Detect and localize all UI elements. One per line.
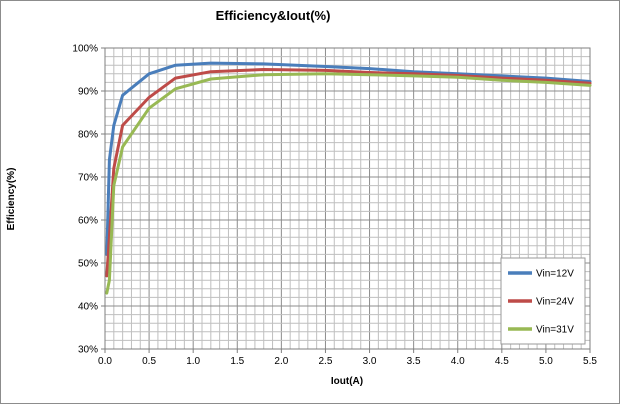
x-axis-label: Iout(A) (331, 376, 363, 387)
x-tick-label: 3.0 (363, 356, 377, 367)
x-tick-label: 0.5 (142, 356, 156, 367)
series-line-vin-24v (105, 68, 592, 278)
series-lines (105, 61, 592, 295)
y-tick-label: 70% (78, 173, 98, 184)
legend: Vin=12V Vin=24V Vin=31V (500, 257, 586, 345)
y-tick-label: 40% (78, 302, 98, 313)
x-tick-label: 5.0 (539, 356, 553, 367)
y-axis-label: Efficiency(%) (6, 168, 17, 231)
y-axis-ticks: 30% 40% 50% 60% 70% 80% 90% 100% (72, 44, 105, 356)
y-tick-label: 80% (78, 130, 98, 141)
grid (105, 48, 590, 349)
x-tick-label: 3.5 (407, 356, 421, 367)
x-tick-label: 1.0 (186, 356, 200, 367)
x-tick-label: 5.5 (583, 356, 597, 367)
series-line-vin-31v (105, 72, 592, 295)
x-tick-label: 4.5 (495, 356, 509, 367)
legend-label: Vin=24V (536, 297, 574, 308)
y-tick-label: 100% (72, 44, 98, 55)
x-tick-label: 1.5 (230, 356, 244, 367)
x-axis-ticks: 0.0 0.5 1.0 1.5 2.0 2.5 3.0 3.5 4.0 4.5 5.0 5.5 (98, 349, 597, 367)
y-tick-label: 30% (78, 345, 98, 356)
x-tick-label: 4.0 (451, 356, 465, 367)
chart-title: Efficiency&Iout(%) (216, 8, 331, 23)
legend-label: Vin=31V (536, 325, 574, 336)
plot-area-border (104, 47, 591, 350)
y-tick-label: 60% (78, 216, 98, 227)
y-tick-label: 90% (78, 87, 98, 98)
legend-label: Vin=12V (536, 269, 574, 280)
y-tick-label: 50% (78, 259, 98, 270)
x-tick-label: 0.0 (98, 356, 112, 367)
x-tick-label: 2.0 (274, 356, 288, 367)
x-tick-label: 2.5 (319, 356, 333, 367)
series-line-vin-12v (105, 61, 592, 256)
